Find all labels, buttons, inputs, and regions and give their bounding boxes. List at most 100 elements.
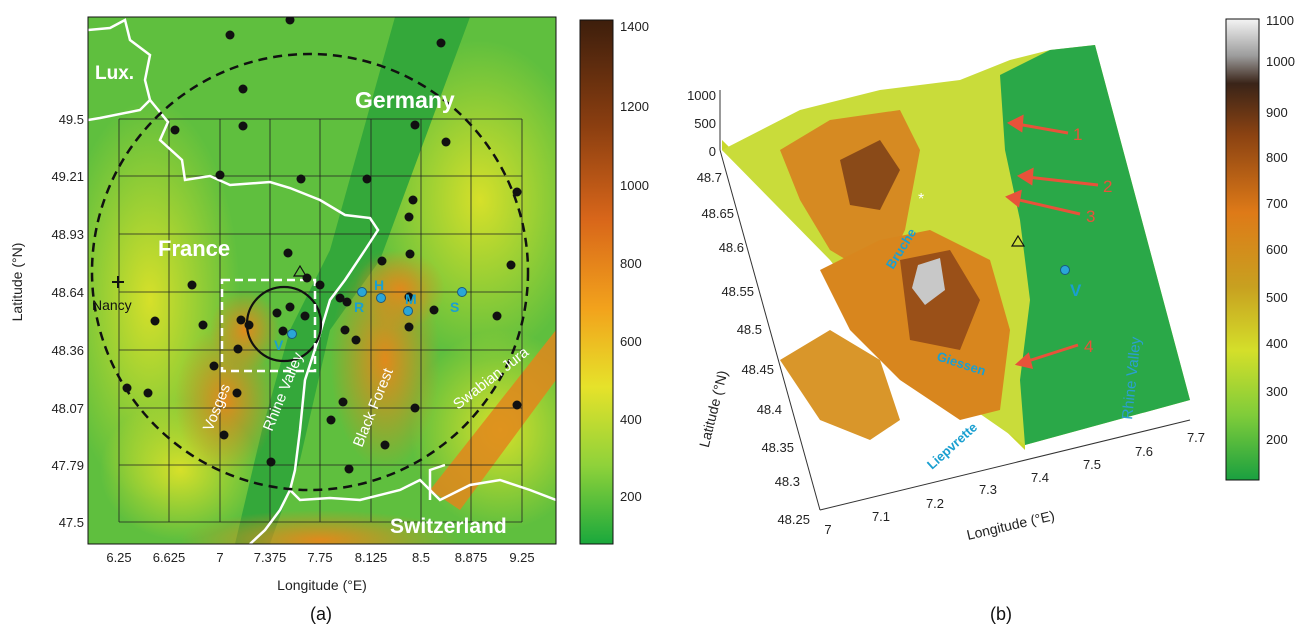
svg-text:600: 600 — [620, 334, 642, 349]
svg-text:47.5: 47.5 — [59, 515, 84, 530]
terrain-summit — [912, 258, 945, 305]
arrow-label-3: 3 — [1086, 207, 1095, 226]
panel-b-yticks: 48.7 48.65 48.6 48.55 48.5 48.45 48.4 48… — [697, 170, 810, 527]
svg-text:1200: 1200 — [620, 99, 649, 114]
panel-b-terrain — [722, 45, 1190, 450]
svg-text:48.64: 48.64 — [51, 285, 84, 300]
arrow-label-1: 1 — [1073, 125, 1082, 144]
svg-text:700: 700 — [1266, 196, 1288, 211]
svg-text:1400: 1400 — [620, 19, 649, 34]
panel-a-ylabel: Latitude (°N) — [9, 243, 25, 322]
svg-text:7: 7 — [824, 522, 831, 537]
station-m-label: M — [405, 291, 417, 307]
arrow-label-4: 4 — [1084, 337, 1093, 356]
cyan-stations — [287, 287, 467, 339]
panel-b-axes — [719, 90, 1191, 511]
svg-text:1000: 1000 — [1266, 54, 1295, 69]
svg-text:8.125: 8.125 — [355, 550, 388, 565]
svg-text:8.875: 8.875 — [455, 550, 488, 565]
svg-text:7.2: 7.2 — [926, 496, 944, 511]
arrow-label-2: 2 — [1103, 177, 1112, 196]
panel-b-colorbar — [1225, 18, 1260, 481]
label-switzerland: Switzerland — [390, 515, 507, 538]
panel-b-colorbar-ticks: 1100 1000 900 800 700 600 500 400 300 20… — [1266, 13, 1295, 447]
svg-text:48.5: 48.5 — [737, 322, 762, 337]
svg-text:48.07: 48.07 — [51, 401, 84, 416]
panel-b-ylabel: Latitude (°N) — [696, 369, 731, 449]
svg-text:48.93: 48.93 — [51, 227, 84, 242]
svg-text:0: 0 — [709, 144, 716, 159]
nancy-cross-icon — [112, 276, 124, 288]
svg-text:7.75: 7.75 — [307, 550, 332, 565]
station-s-label: S — [450, 299, 459, 315]
svg-text:6.25: 6.25 — [106, 550, 131, 565]
triangle-marker-b — [1010, 234, 1026, 247]
panel-a-label: (a) — [310, 604, 332, 624]
black-stations — [122, 17, 522, 474]
panel-b-xticks: 7 7.1 7.2 7.3 7.4 7.5 7.6 7.7 — [824, 430, 1205, 537]
svg-text:800: 800 — [620, 256, 642, 271]
svg-text:48.36: 48.36 — [51, 343, 84, 358]
svg-text:7.6: 7.6 — [1135, 444, 1153, 459]
panel-a-frame — [87, 16, 557, 545]
svg-text:1100: 1100 — [1266, 13, 1294, 28]
label-france: France — [158, 236, 230, 261]
svg-text:48.3: 48.3 — [775, 474, 800, 489]
svg-text:49.5: 49.5 — [59, 112, 84, 127]
panel-a-xticks: 6.25 6.625 7 7.375 7.75 8.125 8.5 8.875 … — [106, 550, 534, 565]
terrain-rhine-plain — [1000, 45, 1190, 445]
label-germany: Germany — [355, 87, 455, 113]
svg-text:600: 600 — [1266, 242, 1288, 257]
station-v-b — [1060, 265, 1070, 275]
svg-text:7.3: 7.3 — [979, 482, 997, 497]
svg-text:49.21: 49.21 — [51, 169, 84, 184]
triangle-marker — [292, 264, 308, 277]
svg-text:48.45: 48.45 — [741, 362, 774, 377]
svg-text:47.79: 47.79 — [51, 458, 84, 473]
svg-text:9.25: 9.25 — [509, 550, 534, 565]
svg-text:7.7: 7.7 — [1187, 430, 1205, 445]
station-r-label: R — [354, 299, 364, 315]
panel-a-xlabel: Longitude (°E) — [277, 577, 367, 593]
svg-text:800: 800 — [1266, 150, 1288, 165]
svg-text:48.4: 48.4 — [757, 402, 782, 417]
panel-b-xlabel: Longitude (°E) — [965, 507, 1056, 543]
svg-text:7.5: 7.5 — [1083, 457, 1101, 472]
svg-text:6.625: 6.625 — [153, 550, 186, 565]
panel-a-map — [88, 17, 556, 544]
svg-text:500: 500 — [694, 116, 716, 131]
svg-text:400: 400 — [1266, 336, 1288, 351]
svg-text:900: 900 — [1266, 105, 1288, 120]
svg-text:48.6: 48.6 — [719, 240, 744, 255]
svg-text:48.7: 48.7 — [697, 170, 722, 185]
svg-text:7: 7 — [216, 550, 223, 565]
label-lux: Lux. — [95, 63, 134, 84]
station-v-label-b: V — [1070, 281, 1082, 300]
panel-b-zticks: 1000 500 0 — [687, 88, 716, 159]
station-v-label: V — [274, 337, 284, 353]
map-grid — [118, 118, 523, 523]
red-arrows — [1005, 114, 1099, 370]
terrain-hills-southwest — [780, 330, 900, 440]
svg-text:1000: 1000 — [687, 88, 716, 103]
svg-text:48.25: 48.25 — [777, 512, 810, 527]
svg-text:7.375: 7.375 — [254, 550, 287, 565]
label-nancy: Nancy — [92, 297, 132, 313]
panel-a-colorbar — [579, 19, 614, 545]
terrain-peaks-north — [840, 140, 900, 210]
svg-text:8.5: 8.5 — [412, 550, 430, 565]
svg-text:1000: 1000 — [620, 178, 649, 193]
svg-text:500: 500 — [1266, 290, 1288, 305]
zoom-rectangle — [220, 278, 317, 373]
black-forest-relief-north — [355, 250, 445, 330]
svg-text:7.1: 7.1 — [872, 509, 890, 524]
panel-b-label: (b) — [990, 604, 1012, 624]
svg-text:300: 300 — [1266, 384, 1288, 399]
svg-text:48.65: 48.65 — [701, 206, 734, 221]
label-liepvrette: Liepvrette — [924, 420, 980, 473]
domain-circle — [90, 52, 530, 492]
svg-text:48.55: 48.55 — [721, 284, 754, 299]
svg-text:200: 200 — [1266, 432, 1288, 447]
station-h-label: H — [374, 277, 384, 293]
alps-foreland-relief — [180, 510, 460, 544]
